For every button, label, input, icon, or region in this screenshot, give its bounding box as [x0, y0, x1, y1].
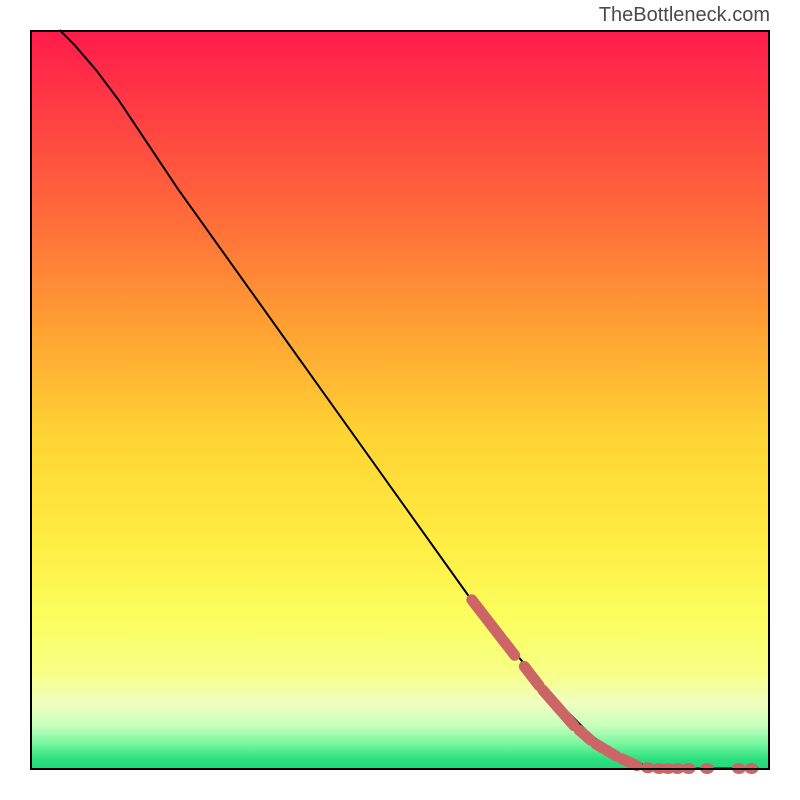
performance-curve — [60, 30, 759, 769]
highlight-segment — [622, 759, 637, 766]
highlight-dot — [682, 763, 696, 774]
plot-area — [30, 30, 770, 770]
highlight-segment — [524, 666, 539, 685]
highlight-segment — [472, 600, 515, 656]
highlight-dot — [700, 763, 714, 774]
highlight-segment — [543, 690, 574, 726]
highlight-dot — [732, 763, 746, 774]
chart-root: TheBottleneck.com — [0, 0, 800, 800]
highlight-segment — [579, 730, 591, 740]
highlight-segment — [596, 744, 616, 756]
plot-overlay-svg — [30, 30, 770, 770]
attribution-text: TheBottleneck.com — [599, 4, 770, 27]
highlight-dot — [745, 763, 759, 774]
